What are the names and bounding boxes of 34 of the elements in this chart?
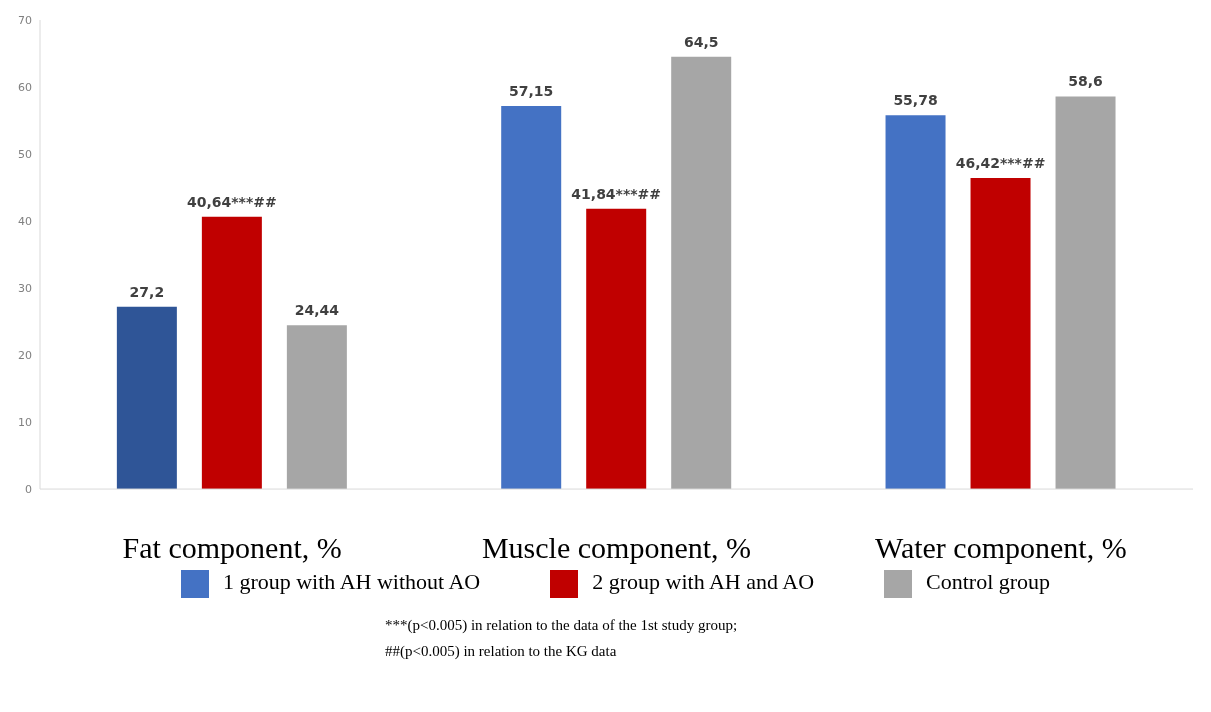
- data-label: 40,64***##: [187, 193, 277, 210]
- y-tick-label: 10: [18, 415, 32, 429]
- bar: [116, 306, 177, 490]
- data-label: 41,84***##: [571, 185, 662, 202]
- y-tick-label: 20: [18, 348, 32, 362]
- data-label: 55,78: [893, 92, 938, 109]
- x-tick-label: Water component, %: [875, 531, 1127, 565]
- y-tick-label: 50: [18, 147, 32, 161]
- data-label: 57,15: [509, 83, 554, 100]
- y-tick-label: 40: [18, 214, 32, 228]
- bar: [586, 208, 647, 490]
- bar: [501, 106, 562, 490]
- y-tick-label: 60: [18, 80, 32, 94]
- x-tick-label: Fat component, %: [122, 531, 342, 565]
- bar: [970, 178, 1031, 490]
- legend-label: 2 group with AH and AO: [592, 569, 815, 595]
- bar: [286, 325, 347, 490]
- data-label: 46,42***##: [955, 155, 1046, 171]
- bar: [1055, 96, 1116, 490]
- legend-label: 1 group with AH without AO: [222, 569, 481, 595]
- bar: [885, 115, 946, 490]
- text: ***(p<0.005) in relation to the data of the 1st study group;: [385, 616, 739, 635]
- y-tick-label: 70: [18, 13, 32, 27]
- data-label: 58,6: [1068, 73, 1103, 90]
- x-tick-label: Muscle component, %: [481, 531, 752, 565]
- data-label: 64,5: [683, 33, 719, 50]
- legend-label: Control group: [926, 569, 1051, 595]
- data-label: 24,44: [294, 302, 340, 319]
- text: ##(p<0.005) in relation to the KG data: [385, 642, 618, 661]
- y-tick-label: 30: [18, 281, 32, 295]
- y-tick-label: 0: [25, 482, 32, 496]
- data-label: 27,2: [129, 283, 165, 300]
- bar: [671, 56, 732, 490]
- bar: [201, 216, 262, 490]
